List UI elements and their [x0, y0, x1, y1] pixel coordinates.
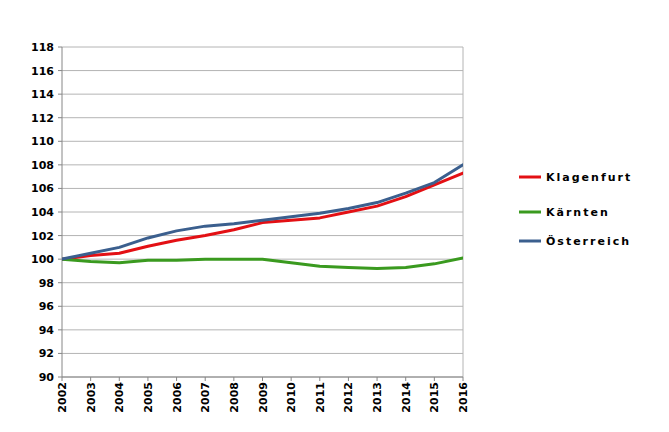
x-tick-label: 2016 [457, 382, 470, 413]
y-tick [58, 306, 62, 307]
grid-line [62, 164, 463, 165]
x-tick-label: 2004 [113, 382, 126, 413]
y-tick-label: 108 [31, 159, 54, 172]
grid-line [62, 188, 463, 189]
legend-swatch [519, 176, 541, 179]
y-tick-label: 102 [31, 230, 54, 243]
y-tick [58, 117, 62, 118]
x-tick [119, 377, 120, 381]
legend-label: Österreich [546, 234, 631, 248]
y-tick [58, 259, 62, 260]
y-tick [58, 235, 62, 236]
x-tick-label: 2015 [428, 382, 441, 413]
y-tick-label: 116 [31, 65, 54, 78]
x-tick-label: 2010 [285, 382, 298, 413]
y-tick [58, 70, 62, 71]
x-tick-label: 2002 [56, 382, 69, 413]
y-tick [58, 329, 62, 330]
legend-swatch [519, 211, 541, 214]
y-tick [58, 94, 62, 95]
y-tick-label: 118 [31, 41, 54, 54]
y-tick-label: 110 [31, 135, 54, 148]
legend-label: Klagenfurt [546, 171, 632, 184]
grid-line [62, 47, 463, 48]
grid-line [62, 353, 463, 354]
y-tick [58, 353, 62, 354]
x-tick [147, 377, 148, 381]
x-tick [176, 377, 177, 381]
grid-line [62, 329, 463, 330]
x-tick [90, 377, 91, 381]
x-tick [319, 377, 320, 381]
x-tick [62, 377, 63, 381]
x-tick [291, 377, 292, 381]
x-tick [405, 377, 406, 381]
y-tick-label: 106 [31, 182, 54, 195]
y-tick-label: 114 [31, 88, 54, 101]
y-tick [58, 377, 62, 378]
chart: 90 92 94 96 98 100 102 104 106 108 110 112 114 116 118… [0, 0, 669, 432]
grid-line [62, 212, 463, 213]
x-tick-label: 2013 [371, 382, 384, 413]
y-tick [58, 212, 62, 213]
x-tick-label: 2007 [199, 382, 212, 413]
grid-line [62, 141, 463, 142]
series-group [62, 165, 463, 269]
x-tick [463, 377, 464, 381]
grid-line [62, 282, 463, 283]
y-tick-label: 98 [39, 277, 54, 290]
x-tick-label: 2003 [85, 382, 98, 413]
x-tick-label: 2008 [228, 382, 241, 413]
x-tick [233, 377, 234, 381]
y-tick-label: 112 [31, 112, 54, 125]
x-tick [377, 377, 378, 381]
y-tick-label: 100 [31, 253, 54, 266]
x-tick-label: 2014 [400, 382, 413, 413]
x-tick-label: 2009 [257, 382, 270, 413]
plot-frame [463, 47, 464, 377]
grid-line [62, 70, 463, 71]
x-tick-label: 2012 [342, 382, 355, 413]
y-tick-label: 90 [39, 371, 55, 384]
y-tick [58, 141, 62, 142]
x-tick-label: 2006 [171, 382, 184, 413]
grid-line [62, 235, 463, 236]
y-tick-label: 92 [39, 347, 54, 360]
y-tick [58, 282, 62, 283]
x-tick [434, 377, 435, 381]
y-tick [58, 47, 62, 48]
y-tick-label: 96 [39, 300, 55, 313]
y-axis [62, 47, 63, 377]
x-tick-label: 2011 [314, 382, 327, 413]
grid-line [62, 94, 463, 95]
x-tick-label: 2005 [142, 382, 155, 413]
legend-swatch [519, 240, 541, 243]
x-tick [205, 377, 206, 381]
y-tick [58, 188, 62, 189]
x-tick [262, 377, 263, 381]
y-tick-label: 94 [39, 324, 55, 337]
y-tick [58, 164, 62, 165]
legend-label: Kärnten [546, 206, 610, 219]
series-line [62, 165, 463, 259]
x-tick [348, 377, 349, 381]
y-tick-label: 104 [31, 206, 54, 219]
grid-line [62, 117, 463, 118]
grid-line [62, 306, 463, 307]
series-line [62, 258, 463, 269]
